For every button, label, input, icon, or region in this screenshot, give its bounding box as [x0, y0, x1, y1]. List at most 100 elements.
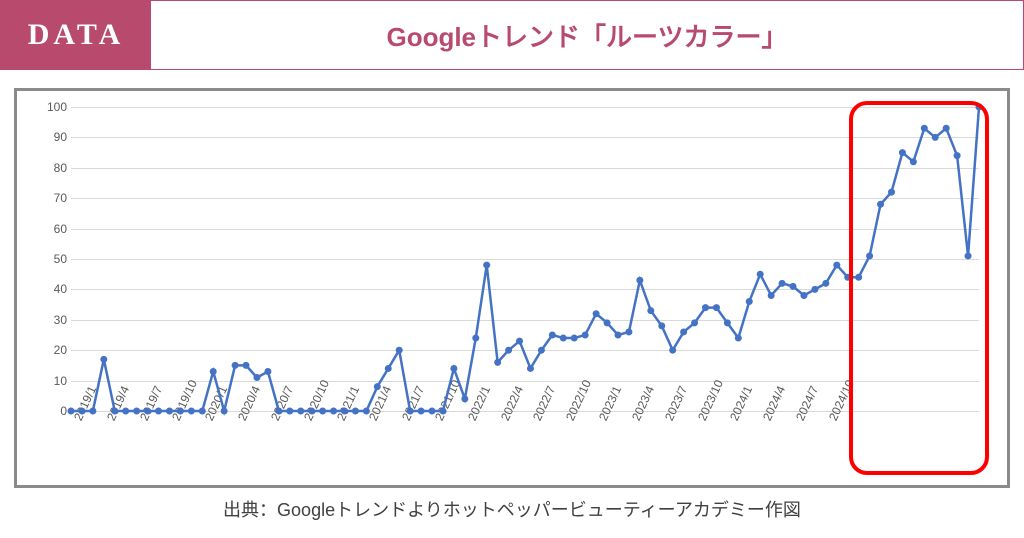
data-point: [746, 298, 753, 305]
data-point: [461, 395, 468, 402]
data-point: [604, 319, 611, 326]
data-point: [702, 304, 709, 311]
chart-title: Googleトレンド「ルーツカラー」: [151, 1, 1023, 69]
data-point: [166, 408, 173, 415]
data-point: [308, 408, 315, 415]
data-point: [516, 338, 523, 345]
data-point: [757, 271, 764, 278]
series-svg: [71, 107, 979, 411]
y-tick-label: 100: [39, 100, 67, 114]
data-point: [243, 362, 250, 369]
data-point: [374, 383, 381, 390]
y-tick-label: 60: [39, 222, 67, 236]
data-point: [779, 280, 786, 287]
data-point: [811, 286, 818, 293]
data-point: [275, 408, 282, 415]
y-tick-label: 0: [39, 404, 67, 418]
data-point: [888, 189, 895, 196]
data-point: [822, 280, 829, 287]
data-point: [144, 408, 151, 415]
data-point: [100, 356, 107, 363]
data-point: [319, 408, 326, 415]
data-point: [910, 158, 917, 165]
y-tick-label: 50: [39, 252, 67, 266]
data-badge: DATA: [1, 1, 151, 69]
data-point: [111, 408, 118, 415]
data-point: [658, 322, 665, 329]
chart-area: 01020304050607080901002019/12019/42019/7…: [35, 99, 989, 479]
data-point: [396, 347, 403, 354]
header: DATA Googleトレンド「ルーツカラー」: [0, 0, 1024, 70]
data-point: [210, 368, 217, 375]
data-point: [264, 368, 271, 375]
chart-frame: 01020304050607080901002019/12019/42019/7…: [14, 88, 1010, 488]
y-tick-label: 20: [39, 343, 67, 357]
data-point: [921, 125, 928, 132]
data-point: [68, 408, 75, 415]
data-point: [122, 408, 129, 415]
data-point: [614, 332, 621, 339]
data-point: [286, 408, 293, 415]
data-point: [177, 408, 184, 415]
data-point: [429, 408, 436, 415]
trend-line: [71, 107, 979, 411]
data-point: [724, 319, 731, 326]
data-point: [735, 335, 742, 342]
data-point: [155, 408, 162, 415]
y-tick-label: 70: [39, 191, 67, 205]
citation-text: 出典：Googleトレンドよりホットペッパービューティーアカデミー作図: [0, 496, 1024, 522]
data-point: [494, 359, 501, 366]
data-point: [472, 335, 479, 342]
data-point: [450, 365, 457, 372]
data-point: [232, 362, 239, 369]
data-point: [636, 277, 643, 284]
data-point: [341, 408, 348, 415]
data-point: [932, 134, 939, 141]
y-tick-label: 10: [39, 374, 67, 388]
data-point: [89, 408, 96, 415]
data-point: [855, 274, 862, 281]
data-point: [221, 408, 228, 415]
data-point: [133, 408, 140, 415]
y-tick-label: 90: [39, 130, 67, 144]
data-point: [647, 307, 654, 314]
data-point: [253, 374, 260, 381]
data-point: [330, 408, 337, 415]
data-point: [768, 292, 775, 299]
data-point: [439, 408, 446, 415]
data-point: [549, 332, 556, 339]
data-point: [538, 347, 545, 354]
data-point: [954, 152, 961, 159]
y-tick-label: 30: [39, 313, 67, 327]
data-point: [505, 347, 512, 354]
data-point: [483, 262, 490, 269]
data-point: [844, 274, 851, 281]
y-tick-label: 40: [39, 282, 67, 296]
data-point: [188, 408, 195, 415]
data-point: [363, 408, 370, 415]
data-point: [680, 328, 687, 335]
data-point: [407, 408, 414, 415]
data-point: [866, 252, 873, 259]
data-point: [582, 332, 589, 339]
data-point: [833, 262, 840, 269]
data-point: [669, 347, 676, 354]
data-point: [943, 125, 950, 132]
data-point: [976, 104, 983, 111]
data-point: [352, 408, 359, 415]
data-point: [800, 292, 807, 299]
data-point: [527, 365, 534, 372]
plot-region: 01020304050607080901002019/12019/42019/7…: [71, 107, 979, 411]
data-point: [385, 365, 392, 372]
data-point: [78, 408, 85, 415]
y-tick-label: 80: [39, 161, 67, 175]
data-point: [625, 328, 632, 335]
data-point: [790, 283, 797, 290]
data-point: [877, 201, 884, 208]
data-point: [418, 408, 425, 415]
data-point: [199, 408, 206, 415]
data-point: [560, 335, 567, 342]
data-point: [593, 310, 600, 317]
data-point: [691, 319, 698, 326]
data-point: [713, 304, 720, 311]
